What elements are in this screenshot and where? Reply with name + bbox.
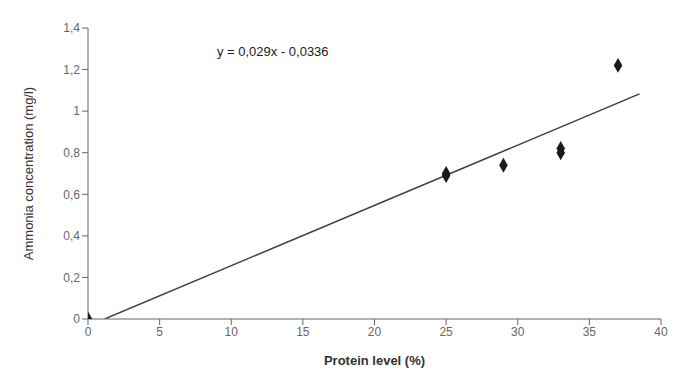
svg-text:35: 35 (583, 325, 597, 339)
svg-text:30: 30 (511, 325, 525, 339)
svg-text:Ammonia concentration (mg/l): Ammonia concentration (mg/l) (21, 87, 36, 260)
svg-text:Protein level (%): Protein level (%) (324, 353, 425, 368)
svg-text:20: 20 (368, 325, 382, 339)
svg-text:0,6: 0,6 (63, 188, 80, 202)
svg-text:y = 0,029x - 0,0336: y = 0,029x - 0,0336 (217, 44, 329, 59)
svg-text:0: 0 (85, 325, 92, 339)
svg-text:1: 1 (73, 104, 80, 118)
svg-text:40: 40 (654, 325, 668, 339)
svg-text:10: 10 (225, 325, 239, 339)
svg-text:0,2: 0,2 (63, 271, 80, 285)
svg-text:0,4: 0,4 (63, 229, 80, 243)
svg-text:15: 15 (296, 325, 310, 339)
svg-text:1,2: 1,2 (63, 63, 80, 77)
svg-text:0,8: 0,8 (63, 146, 80, 160)
svg-text:5: 5 (156, 325, 163, 339)
svg-text:25: 25 (439, 325, 453, 339)
svg-text:0: 0 (73, 312, 80, 326)
svg-text:1,4: 1,4 (63, 21, 80, 35)
